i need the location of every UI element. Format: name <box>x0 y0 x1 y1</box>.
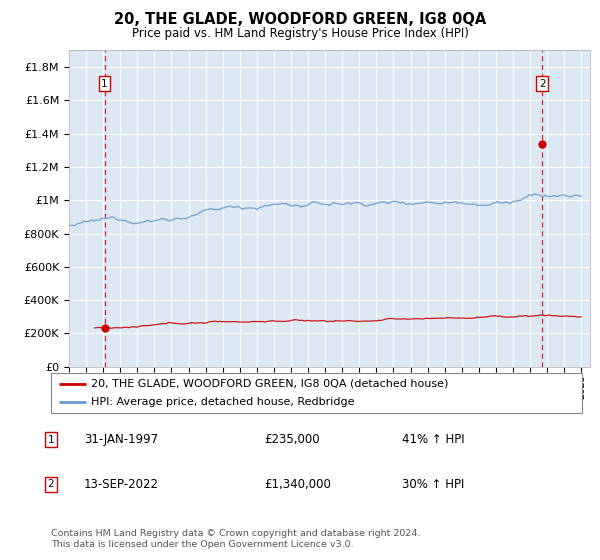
Text: Price paid vs. HM Land Registry's House Price Index (HPI): Price paid vs. HM Land Registry's House … <box>131 27 469 40</box>
Text: 30% ↑ HPI: 30% ↑ HPI <box>402 478 464 491</box>
Text: Contains HM Land Registry data © Crown copyright and database right 2024.
This d: Contains HM Land Registry data © Crown c… <box>51 529 421 549</box>
Text: 20, THE GLADE, WOODFORD GREEN, IG8 0QA: 20, THE GLADE, WOODFORD GREEN, IG8 0QA <box>114 12 486 27</box>
FancyBboxPatch shape <box>51 373 582 413</box>
Text: 1: 1 <box>101 78 108 88</box>
Point <box>55 399 62 406</box>
Text: 2: 2 <box>47 479 55 489</box>
Text: £235,000: £235,000 <box>264 433 320 446</box>
Text: 41% ↑ HPI: 41% ↑ HPI <box>402 433 464 446</box>
Text: 20, THE GLADE, WOODFORD GREEN, IG8 0QA (detached house): 20, THE GLADE, WOODFORD GREEN, IG8 0QA (… <box>91 379 448 389</box>
Text: 31-JAN-1997: 31-JAN-1997 <box>84 433 158 446</box>
Point <box>82 399 89 406</box>
Text: 1: 1 <box>47 435 55 445</box>
Text: 2: 2 <box>539 78 545 88</box>
Point <box>55 380 62 387</box>
Point <box>82 380 89 387</box>
Text: £1,340,000: £1,340,000 <box>264 478 331 491</box>
Text: HPI: Average price, detached house, Redbridge: HPI: Average price, detached house, Redb… <box>91 398 355 407</box>
Text: 13-SEP-2022: 13-SEP-2022 <box>84 478 159 491</box>
